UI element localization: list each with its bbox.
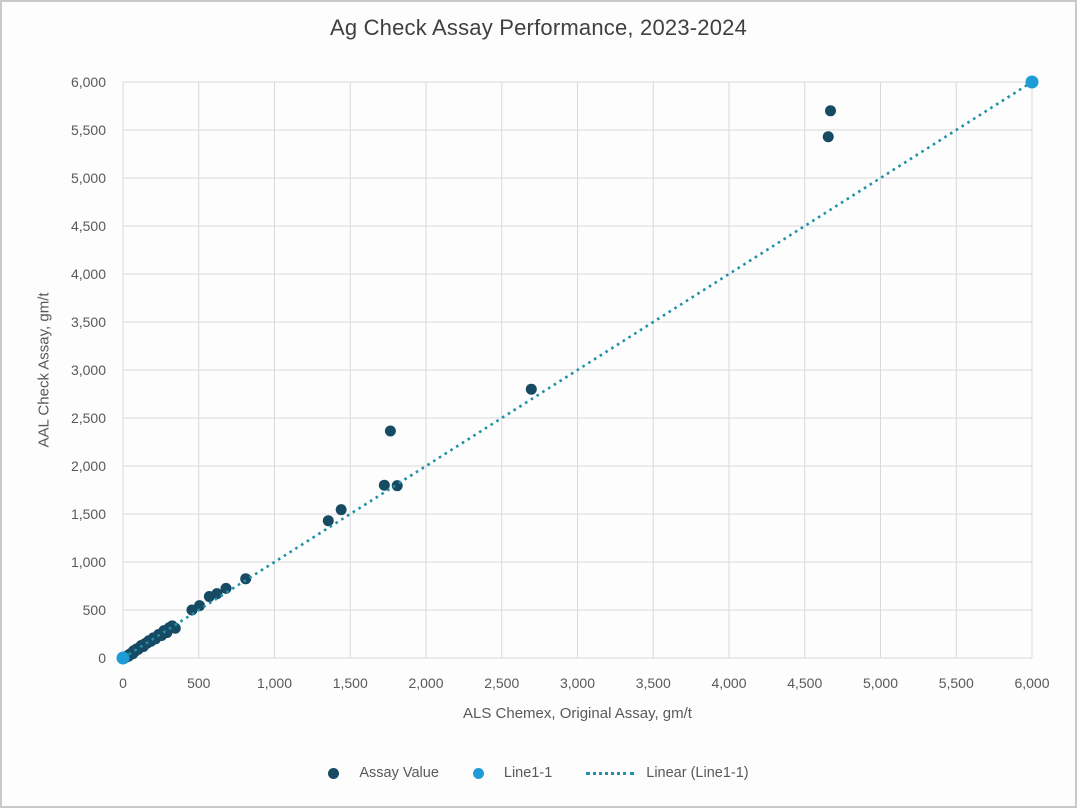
data-point: [322, 515, 334, 527]
trendline: [122, 80, 1033, 660]
x-tick-label: 1,000: [257, 675, 292, 691]
y-tick-label: 3,500: [71, 314, 106, 330]
y-tick-label: 3,000: [71, 362, 106, 378]
data-point: [211, 588, 223, 600]
y-tick-label: 1,500: [71, 506, 106, 522]
legend-label: Line1-1: [503, 765, 553, 781]
data-point: [378, 479, 390, 491]
data-point: [169, 622, 181, 634]
data-point: [194, 600, 206, 612]
x-tick-label: 4,000: [711, 675, 746, 691]
legend: Assay Value Line1-1 Linear (Line1-1): [0, 765, 1077, 781]
data-point: [525, 383, 537, 395]
x-tick-label: 2,000: [408, 675, 443, 691]
y-tick-label: 500: [83, 602, 107, 618]
legend-label: Linear (Line1-1): [646, 765, 749, 781]
x-tick-label: 2,500: [484, 675, 519, 691]
data-point: [822, 131, 834, 143]
data-point: [240, 573, 252, 585]
x-tick-label: 500: [187, 675, 211, 691]
x-tick-label: 5,000: [863, 675, 898, 691]
x-tick-label: 0: [119, 675, 127, 691]
y-axis-title: AAL Check Assay, gm/t: [35, 292, 53, 448]
legend-item-linear-trendline: Linear (Line1-1): [586, 765, 749, 781]
y-tick-label: 5,000: [71, 170, 106, 186]
x-tick-label: 3,000: [560, 675, 595, 691]
line1-1-dot-icon: [472, 767, 484, 779]
x-tick-label: 4,500: [787, 675, 822, 691]
data-point: [335, 504, 347, 516]
y-tick-label: 0: [98, 650, 106, 666]
assay-value-dot-icon: [328, 767, 340, 779]
x-tick-label: 3,500: [636, 675, 671, 691]
x-tick-label: 1,500: [333, 675, 368, 691]
legend-item-assay-value: Assay Value: [328, 765, 439, 781]
x-tick-label: 5,500: [939, 675, 974, 691]
legend-item-line1-1: Line1-1: [472, 765, 553, 781]
data-point: [116, 651, 130, 665]
y-tick-label: 1,000: [71, 554, 106, 570]
data-point: [825, 105, 837, 117]
x-tick-label: 6,000: [1014, 675, 1049, 691]
y-tick-label: 2,000: [71, 458, 106, 474]
data-point: [1025, 75, 1039, 89]
y-tick-label: 6,000: [71, 74, 106, 90]
legend-label: Assay Value: [359, 765, 439, 781]
y-tick-label: 2,500: [71, 410, 106, 426]
dotted-trendline-icon: [586, 771, 635, 775]
data-point: [384, 425, 396, 437]
y-tick-label: 5,500: [71, 122, 106, 138]
x-axis-title: ALS Chemex, Original Assay, gm/t: [463, 705, 692, 722]
data-point: [220, 582, 232, 594]
chart-title: Ag Check Assay Performance, 2023-2024: [329, 15, 748, 40]
y-tick-label: 4,000: [71, 266, 106, 282]
y-tick-label: 4,500: [71, 218, 106, 234]
